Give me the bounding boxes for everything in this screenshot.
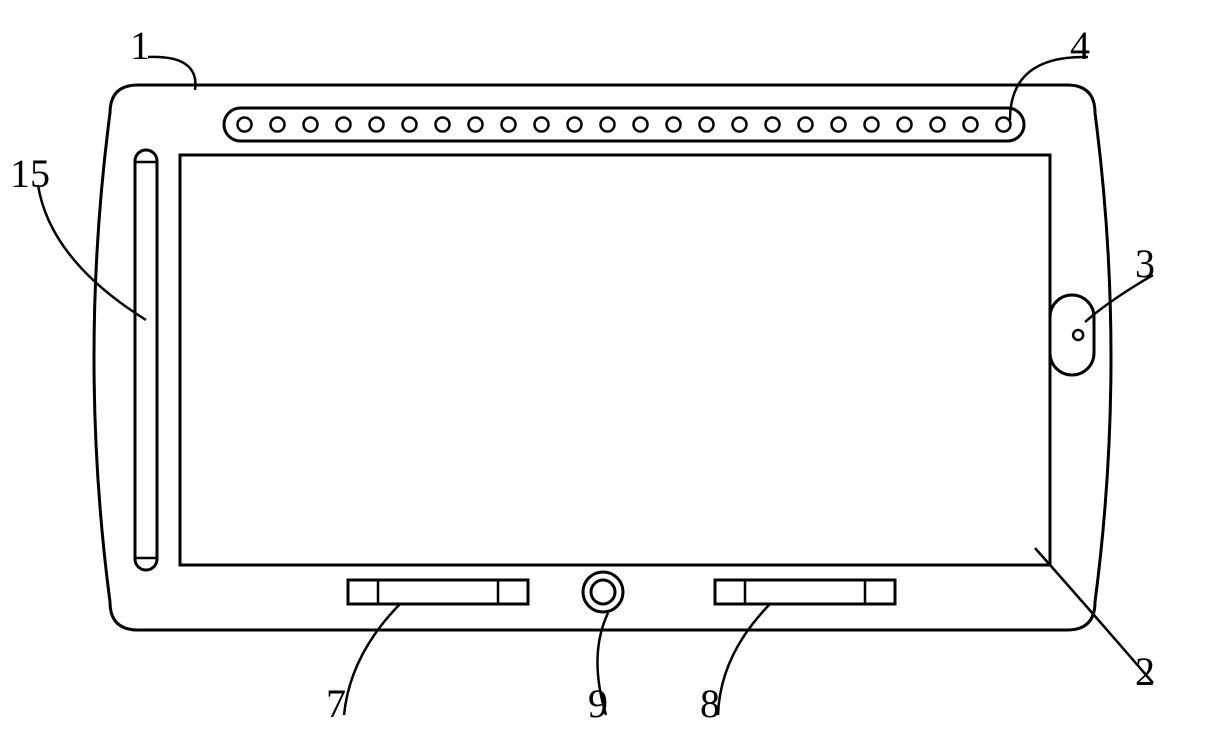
bottom-slot-right bbox=[715, 580, 895, 604]
device-body bbox=[94, 85, 1111, 630]
speaker-hole bbox=[271, 118, 285, 132]
bottom-slot-left bbox=[348, 580, 528, 604]
speaker-hole bbox=[436, 118, 450, 132]
speaker-hole bbox=[931, 118, 945, 132]
speaker-hole bbox=[601, 118, 615, 132]
speaker-strip bbox=[224, 108, 1024, 141]
speaker-hole bbox=[898, 118, 912, 132]
callout-label-9: 9 bbox=[588, 680, 608, 727]
screen bbox=[180, 155, 1050, 565]
leader-7 bbox=[344, 604, 400, 715]
speaker-hole bbox=[766, 118, 780, 132]
speaker-hole bbox=[634, 118, 648, 132]
leader-8 bbox=[718, 604, 770, 715]
speaker-hole bbox=[370, 118, 384, 132]
speaker-hole bbox=[733, 118, 747, 132]
side-button-dot bbox=[1073, 330, 1083, 340]
callout-label-8: 8 bbox=[700, 680, 720, 727]
speaker-hole bbox=[964, 118, 978, 132]
speaker-hole bbox=[403, 118, 417, 132]
speaker-hole bbox=[469, 118, 483, 132]
diagram-canvas bbox=[0, 0, 1208, 744]
leader-15 bbox=[38, 185, 146, 320]
left-slot bbox=[135, 150, 157, 570]
speaker-hole bbox=[238, 118, 252, 132]
callout-label-1: 1 bbox=[130, 22, 150, 69]
side-button-group bbox=[1050, 295, 1094, 375]
callout-label-7: 7 bbox=[326, 680, 346, 727]
speaker-hole bbox=[337, 118, 351, 132]
speaker-hole bbox=[502, 118, 516, 132]
callout-label-2: 2 bbox=[1135, 648, 1155, 695]
speaker-hole bbox=[997, 118, 1011, 132]
speaker-hole bbox=[832, 118, 846, 132]
speaker-hole bbox=[700, 118, 714, 132]
speaker-hole bbox=[568, 118, 582, 132]
speaker-hole bbox=[667, 118, 681, 132]
callout-label-3: 3 bbox=[1135, 240, 1155, 287]
speaker-hole bbox=[535, 118, 549, 132]
speaker-hole bbox=[304, 118, 318, 132]
callout-label-15: 15 bbox=[10, 150, 50, 197]
home-button-outer bbox=[583, 572, 623, 612]
speaker-hole bbox=[799, 118, 813, 132]
home-button-inner bbox=[591, 580, 615, 604]
callout-label-4: 4 bbox=[1070, 22, 1090, 69]
speaker-hole bbox=[865, 118, 879, 132]
